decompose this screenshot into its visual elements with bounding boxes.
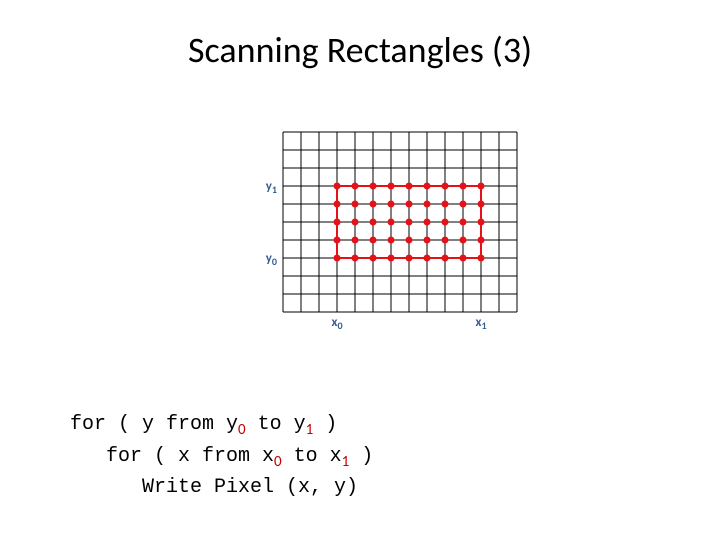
svg-text:y1: y1 [266,179,277,196]
svg-text:y0: y0 [266,251,277,268]
code-block: for ( y from y0 to y1 ) for ( x from x0 … [70,410,373,503]
svg-text:x0: x0 [331,315,342,332]
code-line-2: for ( x from x0 to x1 ) [70,445,373,468]
code-line-3: Write Pixel (x, y) [70,476,358,499]
grid-diagram: y1 y0 x0 x1 [255,130,525,340]
slide-title: Scanning Rectangles (3) [0,28,720,72]
svg-text:x1: x1 [475,315,486,332]
code-line-1: for ( y from y0 to y1 ) [70,413,337,436]
